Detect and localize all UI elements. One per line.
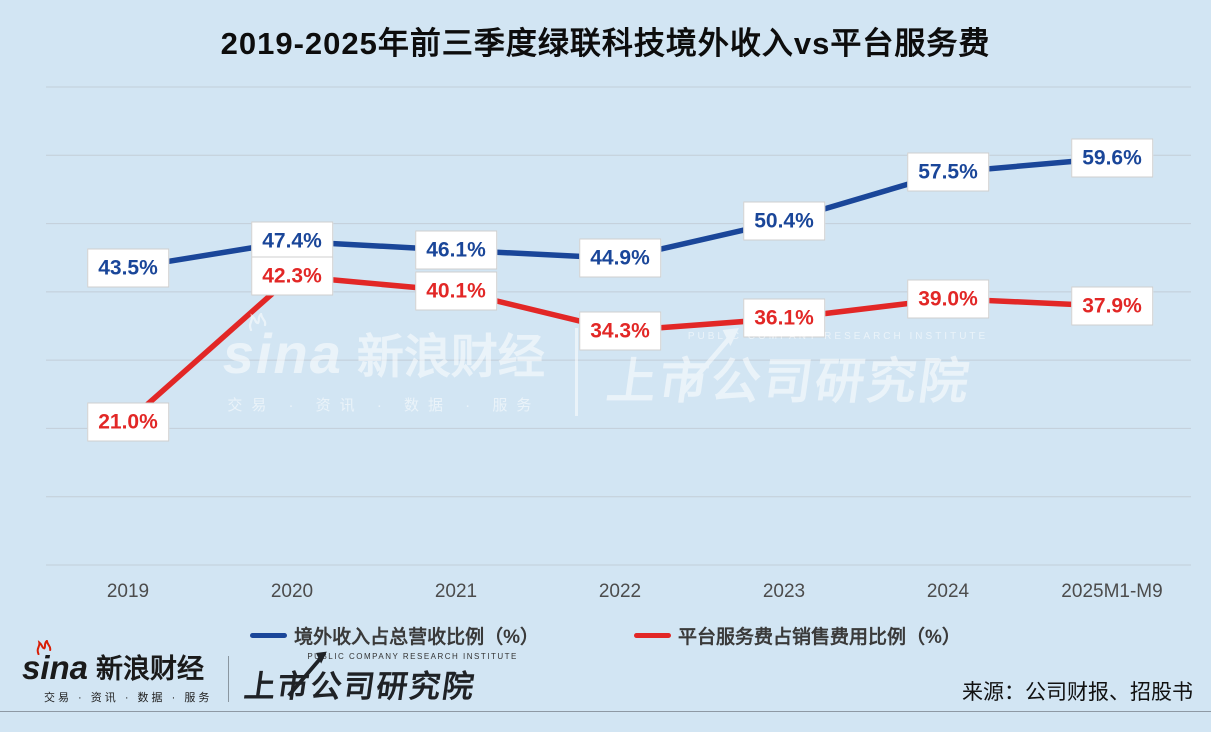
footer-institute-block: PUBLIC COMPANY RESEARCH INSTITUTE 上市公司研究… [242,651,521,706]
x-axis-label: 2023 [762,581,806,602]
data-point-label: 36.1% [743,298,825,338]
data-point-label: 50.4% [743,201,825,241]
legend-swatch-blue [250,633,288,638]
data-point-label: 37.9% [1071,286,1153,326]
data-point-label: 42.3% [251,256,333,296]
legend: 境外收入占总营收比例（%） 平台服务费占销售费用比例（%） [0,622,1211,649]
data-point-label: 46.1% [415,230,497,270]
data-point-label: 21.0% [87,402,169,442]
x-axis-label: 2020 [270,581,314,602]
data-point-label: 44.9% [579,238,661,278]
x-axis-label: 2022 [598,581,642,602]
footer-sina-tagline: 交易 · 资讯 · 数据 · 服务 [44,691,213,704]
footer: sina 新浪财经 交易 · 资讯 · 数据 · 服务 PUBLIC COMPA… [22,640,521,706]
data-point-label: 59.6% [1071,138,1153,178]
data-point-label: 40.1% [415,271,497,311]
chart-title: 2019-2025年前三季度绿联科技境外收入vs平台服务费 [220,26,991,61]
data-point-label: 43.5% [87,248,169,288]
legend-label: 境外收入占总营收比例（%） [294,627,539,648]
data-point-label: 34.3% [579,311,661,351]
data-point-label: 39.0% [907,279,989,319]
data-point-label: 57.5% [907,152,989,192]
footer-sina-name: 新浪财经 [96,653,205,684]
x-axis-label: 2021 [434,581,478,602]
legend-label: 平台服务费占销售费用比例（%） [678,627,961,648]
source-text: 来源：公司财报、招股书 [962,681,1193,704]
footer-sina-logo: sina [22,640,88,684]
footer-institute-subtitle: PUBLIC COMPANY RESEARCH INSTITUTE [307,652,518,661]
x-axis-label: 2024 [926,581,970,602]
data-point-label: 47.4% [251,221,333,261]
legend-item-overseas-revenue: 境外收入占总营收比例（%） [250,622,539,649]
sina-flame-icon [36,640,52,656]
footer-institute-name: 上市公司研究院 [242,651,521,706]
footer-divider [228,656,230,702]
x-axis-label: 2019 [106,581,150,602]
x-axis-label: 2025M1-M9 [1061,581,1163,602]
legend-item-platform-fee: 平台服务费占销售费用比例（%） [634,622,961,649]
arrow-up-icon [287,651,328,697]
legend-swatch-red [634,633,671,638]
footer-rule [0,711,1211,712]
footer-sina-block: sina 新浪财经 交易 · 资讯 · 数据 · 服务 [22,640,213,705]
